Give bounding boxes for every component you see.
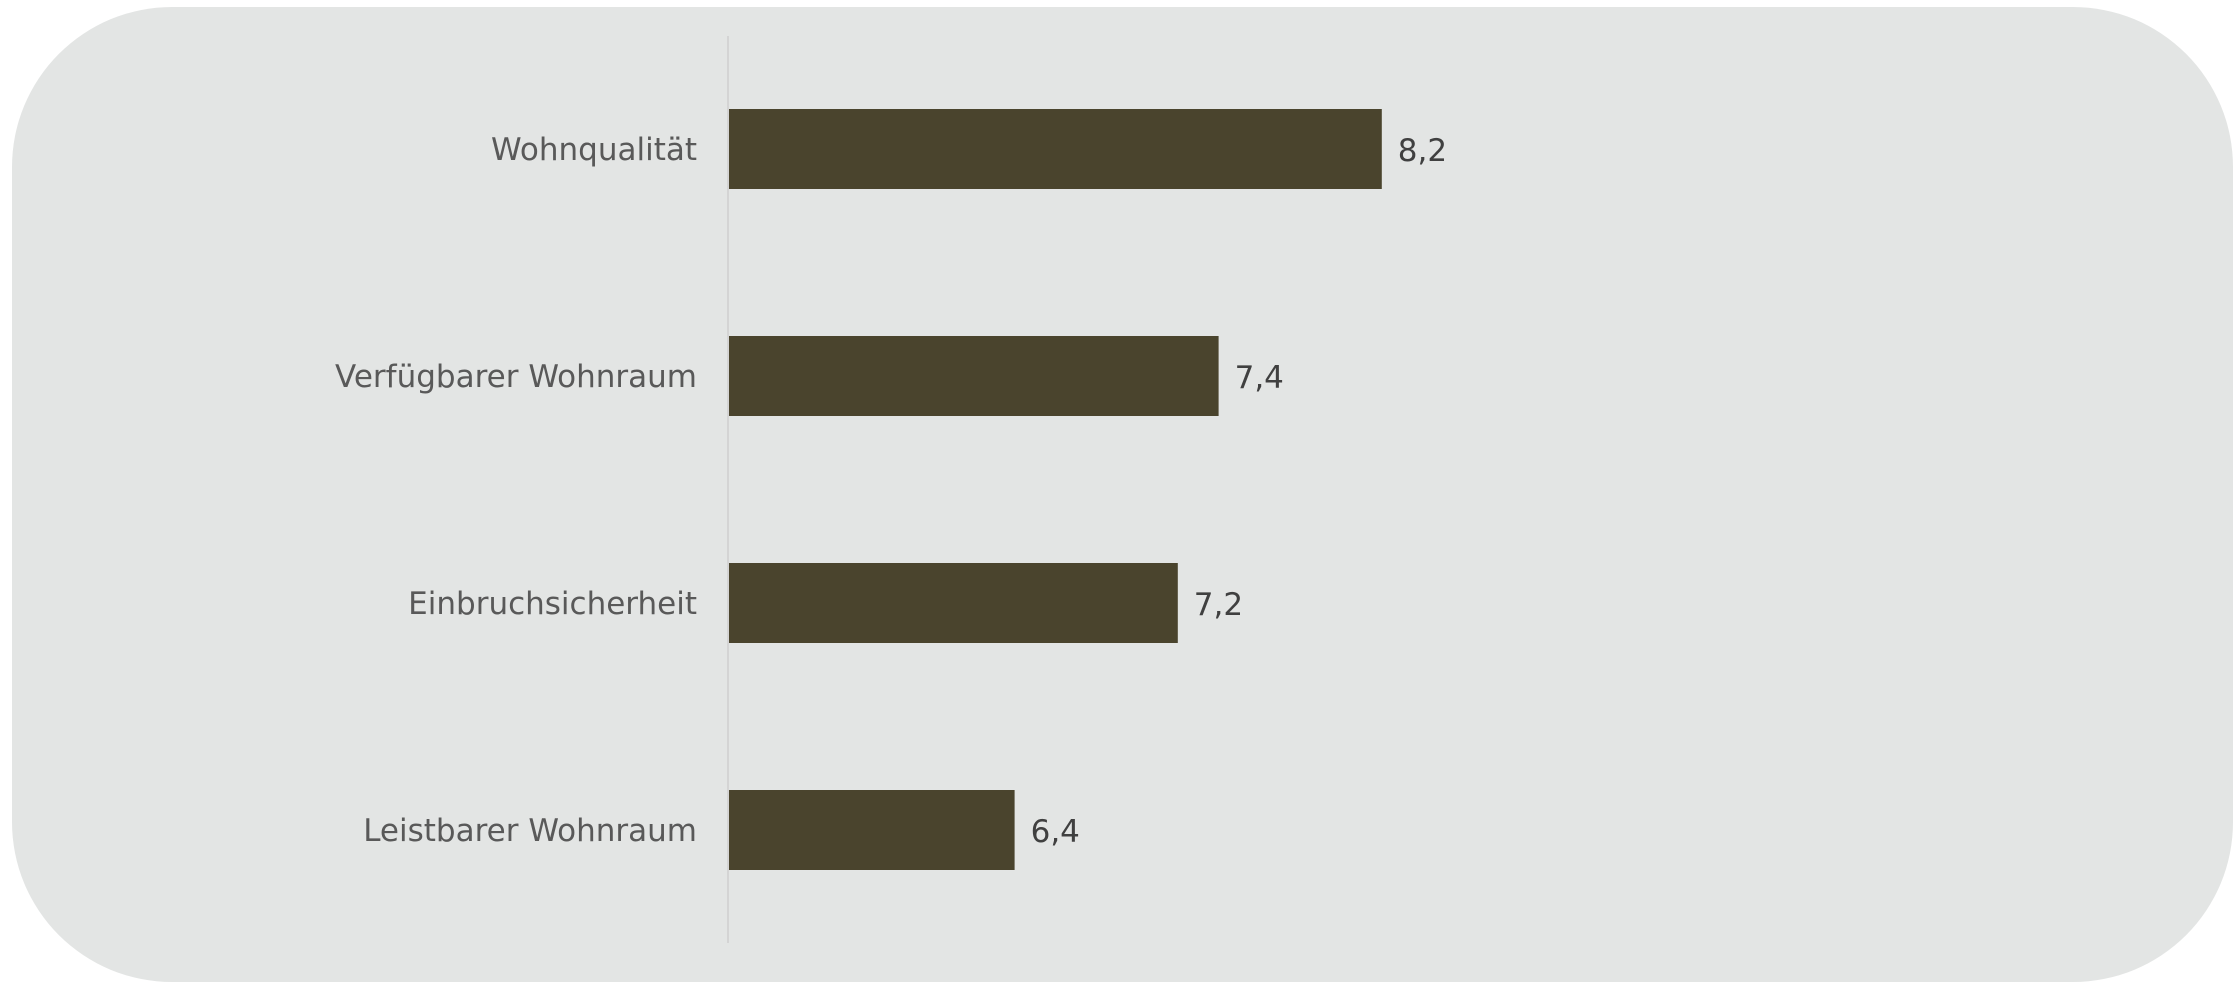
bar [729, 336, 1219, 416]
bar [729, 790, 1015, 870]
category-tick-label: Leistbarer Wohnraum [363, 813, 697, 849]
bar-value-label: 7,2 [1194, 587, 1243, 623]
category-tick-label: Einbruchsicherheit [408, 586, 697, 622]
bar-value-label: 8,2 [1398, 133, 1447, 169]
category-tick-label: Verfügbarer Wohnraum [335, 359, 697, 395]
category-tick-label: Wohnqualität [491, 132, 697, 168]
bar-group: Wohnqualität 8,2 Verfügbarer Wohnraum 7,4 Ei… [335, 109, 1447, 870]
bar [729, 563, 1178, 643]
bar-value-label: 7,4 [1235, 360, 1284, 396]
bar [729, 109, 1382, 189]
bar-value-label: 6,4 [1031, 814, 1080, 850]
